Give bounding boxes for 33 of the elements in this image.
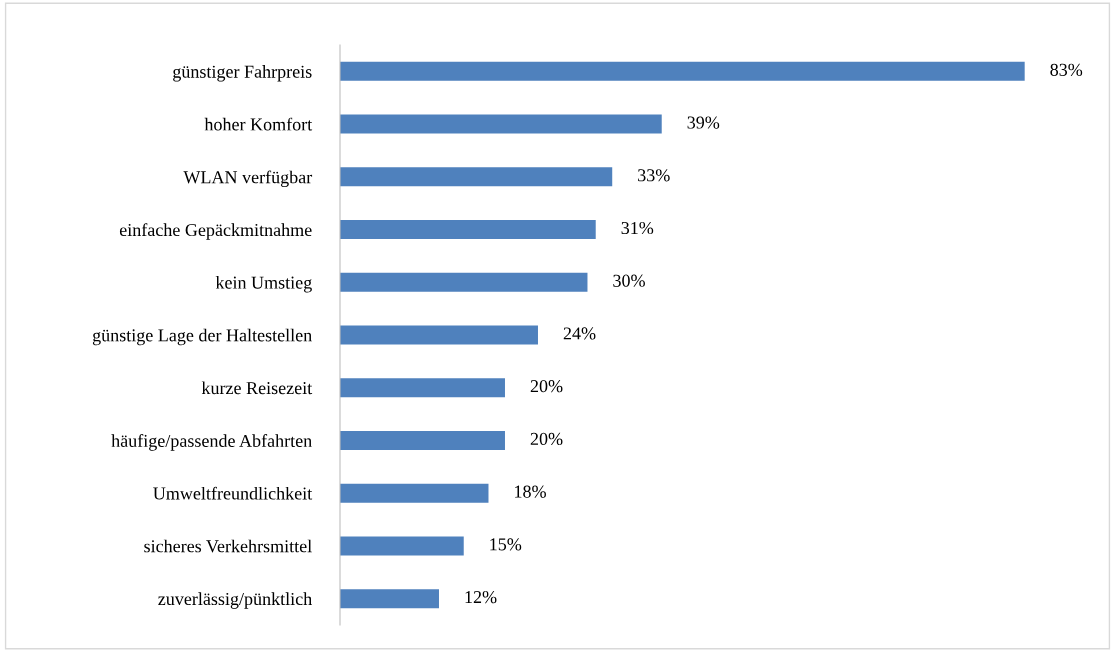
y-tick-label: einfache Gepäckmitnahme [119,223,312,240]
data-label: 15% [490,538,522,551]
bar [340,378,505,398]
bar [340,272,588,292]
y-tick-label: kein Umstieg [215,276,312,293]
bar [340,61,1025,81]
data-label: 24% [563,327,596,340]
y-tick-label: sicheres Verkehrsmittel [144,539,312,553]
bar [340,114,662,134]
bar [340,483,489,503]
data-label: 30% [613,274,645,287]
y-tick-label: günstiger Fahrpreis [173,65,312,82]
data-label: 18% [515,485,546,498]
y-tick-label: zuverlässig/pünktlich [158,592,312,609]
data-label: 31% [621,221,654,235]
y-tick-label: kurze Reisezeit [201,381,313,395]
bar [340,536,464,556]
data-label: 12% [465,590,497,604]
data-label: 33% [638,169,670,182]
bar [340,430,505,450]
y-tick-label: Umweltfreundlichkeit [153,486,313,500]
data-label: 39% [687,116,720,129]
y-tick-label: hoher Komfort [204,117,313,131]
bar [340,325,538,345]
data-label: 20% [530,380,563,393]
bar [340,167,613,187]
data-label: 20% [530,432,563,446]
y-tick-label: günstige Lage der Haltestellen [92,328,312,346]
y-tick-label: häufige/passende Abfahrten [111,434,312,451]
y-tick-label: WLAN verfügbar [183,170,313,188]
bar [340,220,596,240]
bar [340,589,439,609]
data-label: 83% [1050,63,1083,76]
